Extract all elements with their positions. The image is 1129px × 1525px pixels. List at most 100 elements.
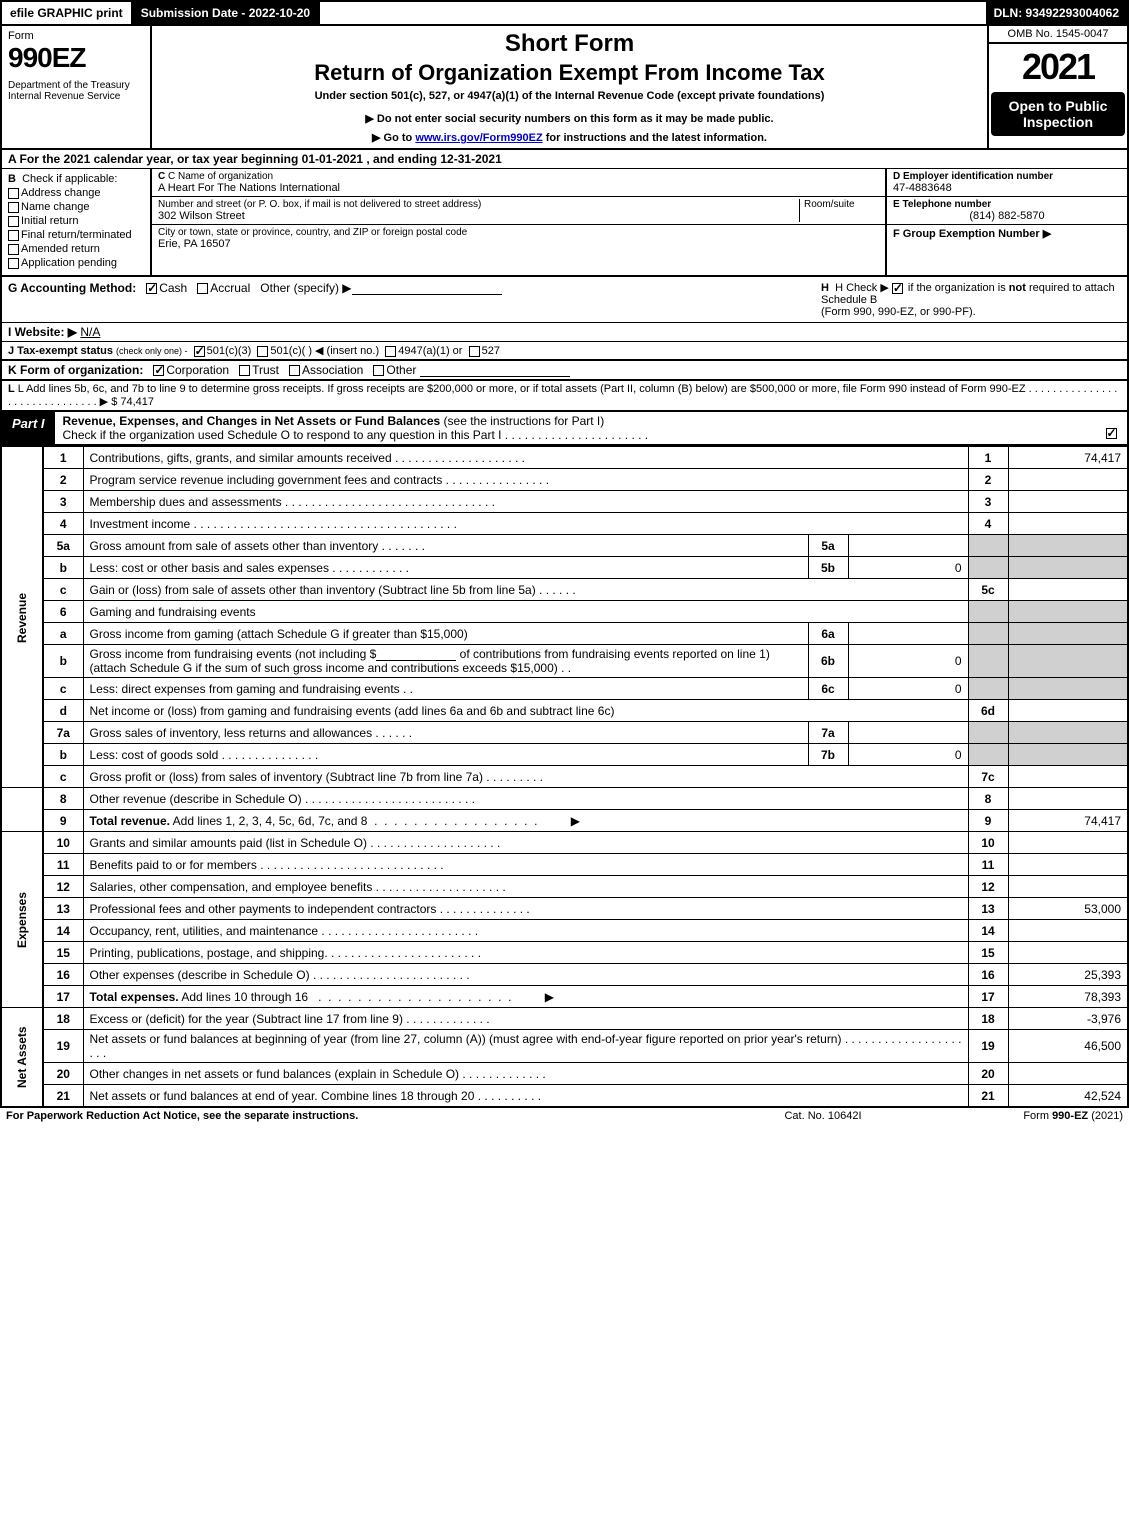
line-12: 12 Salaries, other compensation, and emp… <box>1 876 1128 898</box>
chk-501c3[interactable] <box>194 346 205 357</box>
chk-cash[interactable] <box>146 283 157 294</box>
street-value: 302 Wilson Street <box>158 210 799 222</box>
form-number: 990EZ <box>8 42 144 74</box>
page-footer: For Paperwork Reduction Act Notice, see … <box>0 1107 1129 1124</box>
chk-amended-return[interactable]: Amended return <box>8 243 144 255</box>
line-6d: d Net income or (loss) from gaming and f… <box>1 700 1128 722</box>
section-l-text: L Add lines 5b, 6c, and 7b to line 9 to … <box>8 383 1117 408</box>
chk-application-pending[interactable]: Application pending <box>8 257 144 269</box>
chk-501c[interactable] <box>257 346 268 357</box>
line-9: 9 Total revenue. Add lines 1, 2, 3, 4, 5… <box>1 810 1128 832</box>
chk-final-return[interactable]: Final return/terminated <box>8 229 144 241</box>
chk-trust[interactable] <box>239 365 250 376</box>
chk-schedule-b[interactable] <box>892 283 903 294</box>
line-10: Expenses 10 Grants and similar amounts p… <box>1 832 1128 854</box>
part1-label: Part I <box>2 412 55 444</box>
line-7a: 7a Gross sales of inventory, less return… <box>1 722 1128 744</box>
line-11: 11 Benefits paid to or for members . . .… <box>1 854 1128 876</box>
goto-suffix: for instructions and the latest informat… <box>543 132 767 144</box>
line-18: Net Assets 18 Excess or (deficit) for th… <box>1 1008 1128 1030</box>
line-13: 13 Professional fees and other payments … <box>1 898 1128 920</box>
line-21: 21 Net assets or fund balances at end of… <box>1 1085 1128 1107</box>
chk-name-change[interactable]: Name change <box>8 201 144 213</box>
goto-prefix: ▶ Go to <box>372 132 415 144</box>
part1-checknote: Check if the organization used Schedule … <box>63 428 649 442</box>
line-6c: c Less: direct expenses from gaming and … <box>1 678 1128 700</box>
line-5c: c Gain or (loss) from sale of assets oth… <box>1 579 1128 601</box>
header-right: OMB No. 1545-0047 2021 Open to Public In… <box>987 26 1127 148</box>
goto-link-line: ▶ Go to www.irs.gov/Form990EZ for instru… <box>158 131 981 144</box>
line-14: 14 Occupancy, rent, utilities, and maint… <box>1 920 1128 942</box>
org-name-row: C C Name of organization A Heart For The… <box>152 169 885 197</box>
top-bar: efile GRAPHIC print Submission Date - 20… <box>0 0 1129 26</box>
tax-exempt-label: J Tax-exempt status <box>8 345 113 357</box>
line-6b: b Gross income from fundraising events (… <box>1 645 1128 678</box>
other-org-field[interactable] <box>420 363 570 377</box>
section-f: F Group Exemption Number ▶ <box>887 225 1127 242</box>
irs-link[interactable]: www.irs.gov/Form990EZ <box>415 132 542 144</box>
form-word: Form <box>8 30 144 42</box>
lines-table: Revenue 1 Contributions, gifts, grants, … <box>0 446 1129 1107</box>
part1-checkbox[interactable] <box>1097 412 1127 444</box>
city-row: City or town, state or province, country… <box>152 225 885 252</box>
website-label: I Website: ▶ <box>8 325 77 339</box>
group-exemption-label: F Group Exemption Number ▶ <box>893 228 1051 240</box>
section-j: J Tax-exempt status (check only one) - 5… <box>0 342 1129 361</box>
chk-other-org[interactable] <box>373 365 384 376</box>
cat-no: Cat. No. 10642I <box>723 1110 923 1122</box>
do-not-enter: ▶ Do not enter social security numbers o… <box>158 112 981 125</box>
open-to-public: Open to Public Inspection <box>991 92 1125 136</box>
short-form-title: Short Form <box>158 30 981 58</box>
room-suite-label: Room/suite <box>799 199 879 222</box>
chk-527[interactable] <box>469 346 480 357</box>
form-header: Form 990EZ Department of the TreasuryInt… <box>0 26 1129 150</box>
dln-label: DLN: 93492293004062 <box>986 2 1127 24</box>
line-16: 16 Other expenses (describe in Schedule … <box>1 964 1128 986</box>
line-2: 2 Program service revenue including gove… <box>1 469 1128 491</box>
chk-4947[interactable] <box>385 346 396 357</box>
omb-number: OMB No. 1545-0047 <box>989 26 1127 44</box>
under-section: Under section 501(c), 527, or 4947(a)(1)… <box>158 90 981 102</box>
section-b-label: B Check if applicable: <box>8 173 144 185</box>
line-7c: c Gross profit or (loss) from sales of i… <box>1 766 1128 788</box>
chk-initial-return[interactable]: Initial return <box>8 215 144 227</box>
section-h: H H Check ▶ if the organization is not r… <box>821 281 1121 318</box>
expenses-sidelabel: Expenses <box>1 832 43 1008</box>
ein-label: D Employer identification number <box>893 171 1053 182</box>
section-gh: G Accounting Method: Cash Accrual Other … <box>0 277 1129 323</box>
phone-value: (814) 882-5870 <box>893 210 1121 222</box>
form-id-footer: Form 990-EZ (2021) <box>923 1110 1123 1122</box>
section-g: G Accounting Method: Cash Accrual Other … <box>8 281 821 318</box>
tax-year: 2021 <box>989 44 1127 90</box>
section-i: I Website: ▶ N/A <box>0 323 1129 342</box>
line-4: 4 Investment income . . . . . . . . . . … <box>1 513 1128 535</box>
section-d: D Employer identification number 47-4883… <box>887 169 1127 197</box>
line-1: Revenue 1 Contributions, gifts, grants, … <box>1 447 1128 469</box>
street-row: Number and street (or P. O. box, if mail… <box>152 197 885 225</box>
header-center: Short Form Return of Organization Exempt… <box>152 26 987 148</box>
line-15: 15 Printing, publications, postage, and … <box>1 942 1128 964</box>
section-l: L L Add lines 5b, 6c, and 7b to line 9 t… <box>0 381 1129 412</box>
org-name-label: C Name of organization <box>168 171 273 182</box>
ein-value: 47-4883648 <box>893 182 1121 194</box>
form-of-org-label: K Form of organization: <box>8 363 143 377</box>
line-5a: 5a Gross amount from sale of assets othe… <box>1 535 1128 557</box>
chk-association[interactable] <box>289 365 300 376</box>
chk-accrual[interactable] <box>197 283 208 294</box>
line-17: 17 Total expenses. Add lines 10 through … <box>1 986 1128 1008</box>
efile-label[interactable]: efile GRAPHIC print <box>2 2 133 24</box>
accounting-other-field[interactable] <box>352 281 502 295</box>
section-k: K Form of organization: Corporation Trus… <box>0 361 1129 381</box>
topbar-spacer <box>320 2 985 24</box>
return-title: Return of Organization Exempt From Incom… <box>158 60 981 86</box>
website-value: N/A <box>80 325 100 339</box>
6b-contrib-field[interactable] <box>376 647 456 661</box>
line-6a: a Gross income from gaming (attach Sched… <box>1 623 1128 645</box>
paperwork-notice: For Paperwork Reduction Act Notice, see … <box>6 1110 723 1122</box>
city-value: Erie, PA 16507 <box>158 238 879 250</box>
chk-address-change[interactable]: Address change <box>8 187 144 199</box>
city-label: City or town, state or province, country… <box>158 227 879 238</box>
dept-label: Department of the TreasuryInternal Reven… <box>8 80 144 102</box>
netassets-sidelabel: Net Assets <box>1 1008 43 1107</box>
chk-corporation[interactable] <box>153 365 164 376</box>
